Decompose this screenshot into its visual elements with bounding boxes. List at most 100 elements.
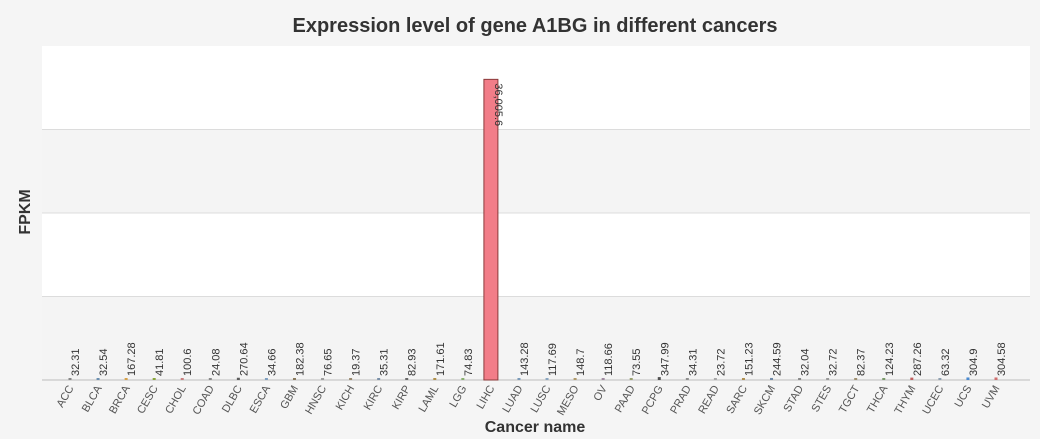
x-tick-paad: PAAD [613,383,638,414]
x-tick-brca: BRCA [107,383,133,416]
plot-band [42,296,1030,380]
data-label-pcpg: 347.99 [659,342,671,376]
x-tick-thym: THYM [892,384,918,417]
bar-tgct[interactable] [854,378,858,380]
plot-band [42,213,1030,297]
data-label-acc: 32.31 [70,348,82,376]
data-label-meso: 148.7 [575,348,587,376]
bar-dlbc[interactable] [236,377,240,380]
bar-read[interactable] [713,378,717,380]
bar-chol[interactable] [180,378,184,380]
x-tick-pcpg: PCPG [640,384,666,417]
bar-thym[interactable] [910,377,914,380]
bar-coad[interactable] [208,378,212,380]
bar-kirc[interactable] [377,378,381,380]
x-tick-chol: CHOL [163,384,189,416]
data-label-kirp: 82.93 [407,348,419,376]
data-label-thym: 287.26 [912,342,924,376]
data-label-esca: 34.66 [266,348,278,376]
x-axis-title: Cancer name [485,419,586,436]
x-tick-stad: STAD [782,383,807,414]
x-tick-esca: ESCA [248,383,274,416]
x-tick-prad: PRAD [668,383,694,416]
data-label-read: 23.72 [715,348,727,376]
bar-stad[interactable] [798,378,802,380]
x-tick-read: READ [696,383,722,416]
data-label-sarc: 151.23 [743,342,755,376]
data-label-cesc: 41.81 [154,348,166,376]
x-tick-tgct: TGCT [837,383,863,415]
data-label-brca: 167.28 [126,342,138,376]
bar-stes[interactable] [826,378,830,380]
x-tick-laml: LAML [417,384,442,415]
bar-ucs[interactable] [966,377,970,380]
data-label-stes: 32.72 [828,348,840,376]
data-label-lgg: 74.83 [463,348,475,376]
x-tick-stes: STES [809,384,834,415]
plot-background [42,46,1030,381]
bar-thca[interactable] [882,378,886,380]
x-tick-luad: LUAD [501,383,526,414]
x-tick-sarc: SARC [724,383,750,416]
x-tick-thca: THCA [865,383,891,416]
bar-luad[interactable] [517,378,521,380]
bar-esca[interactable] [264,378,268,380]
data-label-kich: 19.37 [351,348,363,376]
bar-blca[interactable] [96,378,100,380]
data-label-kirc: 35.31 [379,348,391,376]
x-tick-dlbc: DLBC [220,383,245,414]
x-tick-ucec: UCEC [920,383,946,416]
x-tick-gbm: GBM [278,384,301,412]
data-label-gbm: 182.38 [294,342,306,376]
data-label-stad: 32.04 [800,348,812,376]
bar-prad[interactable] [685,378,689,380]
bar-hnsc[interactable] [321,378,325,380]
bar-ucec[interactable] [938,378,942,380]
data-label-chol: 100.6 [182,348,194,376]
bar-sarc[interactable] [741,378,745,380]
data-label-uvm: 304.58 [996,342,1008,376]
bar-acc[interactable] [68,378,72,380]
bar-lusc[interactable] [545,378,549,380]
data-label-prad: 34.31 [687,348,699,376]
bar-gbm[interactable] [292,378,296,380]
bar-paad[interactable] [629,378,633,380]
data-label-ucs: 304.9 [968,348,980,376]
data-label-paad: 73.55 [631,348,643,376]
bar-ov[interactable] [601,378,605,380]
x-tick-labels: ACC BLCA BRCA CESC CHOL COAD DLBC ESCA GBM HNSC KI… [55,383,1003,418]
bar-lgg[interactable] [461,378,465,380]
data-label-dlbc: 270.64 [238,342,250,376]
data-label-ucec: 63.32 [940,348,952,376]
bar-skcm[interactable] [770,377,774,380]
x-tick-kirc: KIRC [362,383,386,412]
bar-uvm[interactable] [994,377,998,380]
data-label-thca: 124.23 [884,342,896,376]
data-label-luad: 143.28 [519,342,531,376]
data-label-lihc: 36,005.6 [492,83,504,126]
bar-cesc[interactable] [152,378,156,380]
x-tick-ov: OV [591,383,610,403]
data-label-skcm: 244.59 [772,342,784,376]
x-tick-ucs: UCS [953,384,975,410]
bar-kirp[interactable] [405,378,409,380]
data-label-ov: 118.66 [603,343,615,376]
x-tick-coad: COAD [191,383,217,417]
data-label-lusc: 117.69 [547,343,559,376]
data-label-tgct: 82.37 [856,348,868,376]
bar-kich[interactable] [349,378,353,380]
data-label-coad: 24.08 [210,348,222,376]
x-tick-skcm: SKCM [752,384,778,418]
bar-lihc[interactable] [483,78,499,381]
bar-meso[interactable] [573,378,577,380]
bar-brca[interactable] [124,378,128,380]
bars-group: 32.31 32.54 167.28 41.81 100.6 24.08 270.64 34.… [68,78,1008,381]
data-label-laml: 171.61 [435,342,447,376]
data-label-blca: 32.54 [98,348,110,376]
x-tick-kirp: KIRP [390,384,413,412]
x-tick-cesc: CESC [135,383,161,416]
x-tick-hnsc: HNSC [303,383,329,416]
bar-pcpg[interactable] [657,377,661,380]
bar-laml[interactable] [433,378,437,380]
plot-band [42,46,1030,130]
